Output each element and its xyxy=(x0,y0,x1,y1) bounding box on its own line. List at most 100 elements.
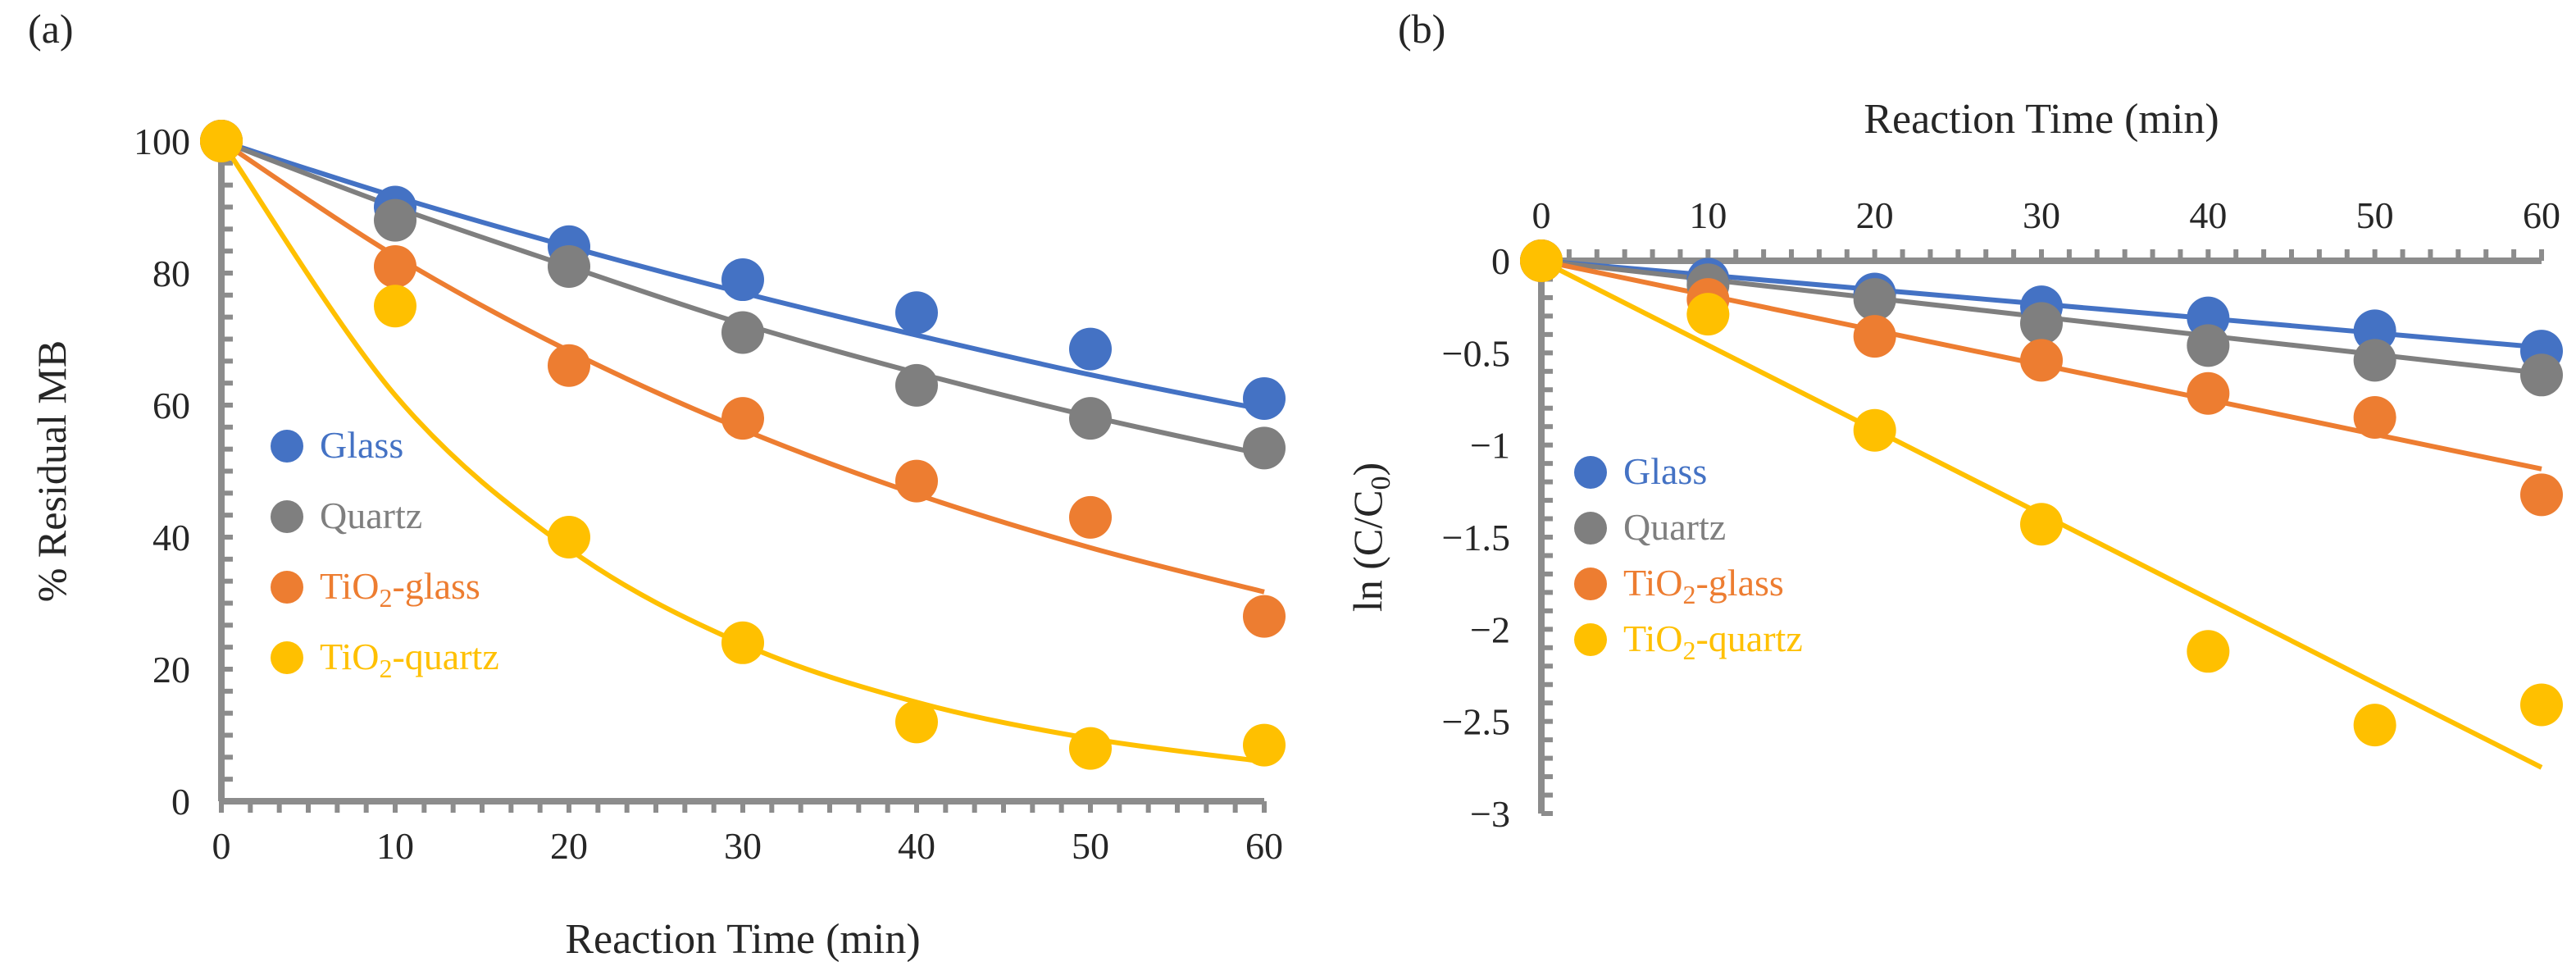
data-point-quartz xyxy=(1069,397,1112,440)
legend-marker xyxy=(271,500,303,533)
data-point-tio2-quartz xyxy=(1520,239,1563,282)
data-point-glass xyxy=(895,291,938,335)
x-tick-label: 20 xyxy=(550,825,588,867)
x-tick-label: 40 xyxy=(2189,194,2227,236)
data-point-quartz xyxy=(1853,278,1896,321)
legend-label: TiO2-glass xyxy=(1623,562,1784,609)
panel-label: (b) xyxy=(1398,6,1445,52)
x-tick-label: 20 xyxy=(1856,194,1894,236)
legend-label-rest: -quartz xyxy=(392,636,498,677)
data-point-tio2-glass xyxy=(721,397,764,440)
legend-label: Glass xyxy=(1623,450,1707,492)
y-tick-label: 100 xyxy=(134,121,190,162)
legend-marker xyxy=(1574,456,1607,489)
data-point-quartz xyxy=(2020,302,2063,345)
data-point-glass xyxy=(1069,327,1112,371)
data-point-quartz xyxy=(1243,426,1286,470)
data-point-tio2-glass xyxy=(2187,371,2230,415)
data-point-tio2-glass xyxy=(548,344,590,387)
y-tick-label: 80 xyxy=(152,253,190,294)
data-point-tio2-quartz xyxy=(721,621,764,664)
y-tick-label: −0.5 xyxy=(1442,332,1510,374)
data-point-tio2-quartz xyxy=(374,285,416,328)
legend-label: TiO2-quartz xyxy=(320,636,499,683)
data-point-tio2-quartz xyxy=(1243,723,1286,767)
y-tick-label: 0 xyxy=(171,781,190,823)
legend-label: Glass xyxy=(320,424,403,466)
y-axis-title: ln (C/C0) xyxy=(1345,463,1396,612)
data-point-tio2-quartz xyxy=(2187,630,2230,673)
data-point-tio2-quartz xyxy=(2520,683,2563,727)
y-tick-label: 40 xyxy=(152,517,190,558)
legend-marker xyxy=(271,641,303,674)
x-tick-label: 50 xyxy=(2356,194,2394,236)
data-point-tio2-quartz xyxy=(1853,408,1896,452)
x-tick-label: 40 xyxy=(898,825,935,867)
data-point-tio2-glass xyxy=(1069,495,1112,539)
data-point-tio2-glass xyxy=(1243,595,1286,638)
data-point-tio2-glass xyxy=(2520,473,2563,517)
data-point-quartz xyxy=(374,198,416,242)
x-axis-title: Reaction Time (min) xyxy=(565,916,920,963)
data-point-tio2-glass xyxy=(895,459,938,503)
y-axis-title-main: ln (C/C xyxy=(1345,490,1390,613)
y-axis-title: % Residual MB xyxy=(29,340,75,602)
legend-label-main: TiO xyxy=(1623,618,1682,659)
y-tick-label: 20 xyxy=(152,649,190,691)
y-axis-title-end: ) xyxy=(1345,463,1390,476)
y-tick-label: −1.5 xyxy=(1442,517,1510,558)
panel-label: (a) xyxy=(28,6,74,52)
y-tick-label: 0 xyxy=(1491,240,1510,282)
x-tick-label: 0 xyxy=(212,825,231,867)
x-tick-label: 60 xyxy=(1245,825,1283,867)
data-point-tio2-quartz xyxy=(200,120,243,162)
data-point-quartz xyxy=(895,363,938,407)
y-tick-label: −1 xyxy=(1470,425,1510,467)
data-point-tio2-glass xyxy=(1853,315,1896,358)
legend-label-rest: -glass xyxy=(1695,562,1783,604)
legend-marker xyxy=(1574,512,1607,545)
legend-label-main: Glass xyxy=(1623,450,1707,492)
legend-label-main: Quartz xyxy=(320,495,422,536)
data-point-quartz xyxy=(2353,339,2396,382)
legend-label-sub: 2 xyxy=(379,583,392,613)
legend-label-rest: -quartz xyxy=(1695,618,1802,659)
data-point-tio2-quartz xyxy=(895,700,938,744)
y-tick-label: 60 xyxy=(152,385,190,426)
panel-a-chart: (a) 0 20 40 60 80 100 0 10 20 30 40 50 60 Reaction Tim… xyxy=(28,6,1286,963)
legend-label: Quartz xyxy=(320,495,422,536)
x-tick-label: 0 xyxy=(1532,194,1551,236)
legend-label-rest: -glass xyxy=(392,565,480,607)
legend-label-sub: 2 xyxy=(1682,580,1695,609)
legend-marker xyxy=(1574,567,1607,600)
legend-label: TiO2-glass xyxy=(320,565,480,613)
data-point-glass xyxy=(721,258,764,302)
data-point-tio2-glass xyxy=(2353,395,2396,439)
x-tick-label: 10 xyxy=(1689,194,1727,236)
data-point-glass xyxy=(2353,309,2396,353)
x-tick-label: 50 xyxy=(1072,825,1109,867)
y-tick-label: −2 xyxy=(1470,609,1510,650)
panel-b-chart: (b)0−0.5−1−1.5−2−2.5−30 10 20 30 40 50 60React… xyxy=(1345,6,2563,835)
legend-label-main: Glass xyxy=(320,424,403,466)
legend-label: Quartz xyxy=(1623,506,1726,548)
legend-label-sub: 2 xyxy=(1682,636,1695,665)
x-tick-label: 60 xyxy=(2523,194,2560,236)
data-point-quartz xyxy=(721,311,764,354)
x-tick-label: 30 xyxy=(2023,194,2060,236)
legend-label-main: TiO xyxy=(320,636,379,677)
data-point-tio2-quartz xyxy=(548,516,590,558)
x-tick-label: 10 xyxy=(376,825,414,867)
legend-marker xyxy=(271,430,303,463)
x-axis-title: Reaction Time (min) xyxy=(1864,96,2219,143)
data-point-tio2-glass xyxy=(374,244,416,288)
legend-label: TiO2-quartz xyxy=(1623,618,1803,665)
legend-label-main: TiO xyxy=(320,565,379,607)
data-point-tio2-quartz xyxy=(2353,704,2396,747)
legend-label-sub: 2 xyxy=(379,654,392,683)
data-point-tio2-quartz xyxy=(1069,727,1112,770)
legend-label-main: TiO xyxy=(1623,562,1682,604)
data-point-tio2-quartz xyxy=(1686,293,1730,336)
data-point-quartz xyxy=(548,244,590,288)
